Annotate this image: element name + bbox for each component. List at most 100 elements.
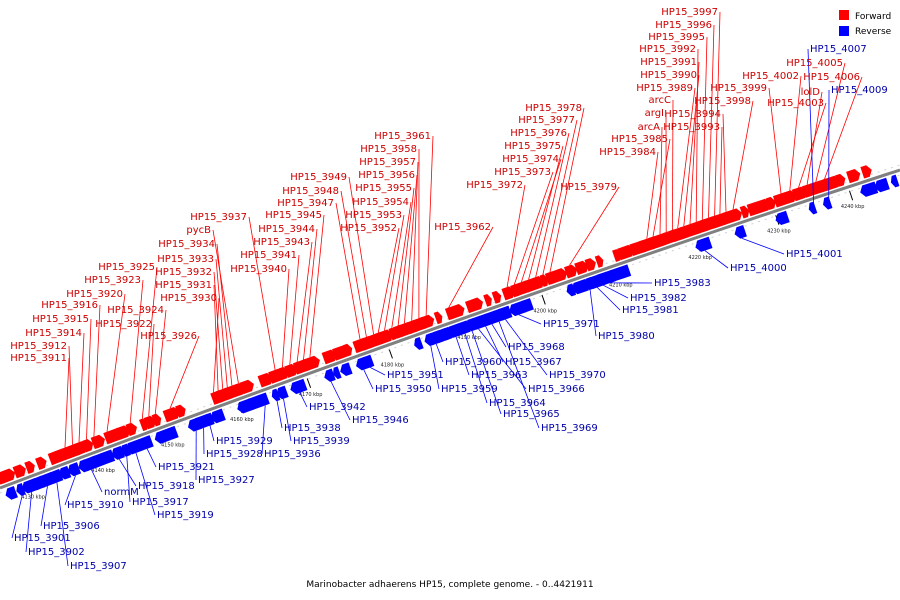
label-leader <box>652 138 671 237</box>
legend-forward: Forward <box>839 10 891 22</box>
gene-label: HP15_3970 <box>549 370 606 381</box>
gene-label: pycB <box>186 225 211 236</box>
reverse-gene <box>258 392 270 406</box>
gene-label: HP15_3976 <box>510 128 567 139</box>
gene-label: HP15_3961 <box>374 131 431 142</box>
gene-label: HP15_4002 <box>742 71 799 82</box>
scale-tick <box>388 348 393 359</box>
label-leader <box>212 229 239 384</box>
gene-label: HP15_3934 <box>158 239 215 250</box>
forward-gene <box>447 304 465 320</box>
gene-label: HP15_3951 <box>387 370 444 381</box>
scale-tick-label: 4190 kbp <box>457 335 481 341</box>
reverse-gene <box>340 362 353 377</box>
gene-label: HP15_3941 <box>240 250 297 261</box>
label-leader <box>377 227 400 333</box>
scale-tick-label: 4210 kbp <box>609 282 633 288</box>
label-leader <box>78 332 85 443</box>
gene-label: HP15_3999 <box>710 83 767 94</box>
forward-gene <box>483 294 492 307</box>
label-leader <box>549 107 585 273</box>
forward-gene <box>617 244 635 261</box>
reverse-gene <box>874 177 890 193</box>
gene-label: HP15_3955 <box>355 183 412 194</box>
forward-gene <box>162 406 180 423</box>
label-leader <box>209 425 215 442</box>
scale-tick-label: 4140 kbp <box>91 468 115 474</box>
gene-label: HP15_3954 <box>352 197 409 208</box>
label-leader <box>518 314 542 325</box>
label-leader <box>141 266 158 419</box>
gene-label: HP15_3957 <box>359 157 416 168</box>
scale-tick-label: 4130 kbp <box>21 494 45 500</box>
label-leader <box>448 226 494 308</box>
scale-tick-label: 4220 kbp <box>688 255 712 261</box>
gene-label: HP15_3924 <box>107 305 164 316</box>
gene-label: HP15_3992 <box>639 44 696 55</box>
gene-label: HP15_3981 <box>622 305 679 316</box>
gene-label: HP15_3956 <box>358 170 415 181</box>
label-leader <box>126 456 131 503</box>
gene-label: HP15_3930 <box>160 293 217 304</box>
label-leader <box>404 174 418 324</box>
gene-label: HP15_3964 <box>489 398 546 409</box>
gene-label: HP15_3975 <box>504 141 561 152</box>
reverse-gene <box>734 225 747 239</box>
gene-label: HP15_3983 <box>654 278 711 289</box>
genome-caption: Marinobacter adhaerens HP15, complete ge… <box>306 580 593 590</box>
label-leader <box>86 318 92 440</box>
label-leader <box>807 48 815 215</box>
gene-label: HP15_3925 <box>98 262 155 273</box>
label-leader <box>464 333 488 404</box>
reverse-gene <box>695 236 713 252</box>
label-leader <box>815 62 846 182</box>
gene-label: HP15_3945 <box>265 210 322 221</box>
gene-label: HP15_4005 <box>786 58 843 69</box>
label-leader <box>154 309 167 414</box>
gene-label: HP15_4001 <box>786 249 843 260</box>
label-leader <box>677 87 696 229</box>
gene-label: HP15_3972 <box>466 180 523 191</box>
label-leader <box>289 254 300 365</box>
label-leader <box>40 486 48 527</box>
label-leader <box>135 452 156 516</box>
gene-label: HP15_3969 <box>541 423 598 434</box>
reverse-gene <box>519 298 534 313</box>
label-leader <box>478 328 527 390</box>
label-leader <box>146 448 157 468</box>
gene-label: HP15_3977 <box>518 115 575 126</box>
gene-label: HP15_3979 <box>560 182 617 193</box>
label-leader <box>683 74 700 227</box>
label-leader <box>506 184 526 288</box>
scale-tick-label: 4230 kbp <box>767 229 791 235</box>
gene-label: HP15_3914 <box>25 328 82 339</box>
gene-label: HP15_3944 <box>258 224 315 235</box>
gene-label: HP15_3923 <box>84 275 141 286</box>
label-leader <box>455 336 470 376</box>
label-leader <box>528 145 564 280</box>
reverse-gene <box>363 354 375 368</box>
label-leader <box>68 345 73 445</box>
scale-tick-label: 4170 kbp <box>299 392 323 398</box>
scale-tick-label: 4180 kbp <box>381 362 405 368</box>
gene-label: arcA <box>638 122 661 133</box>
label-leader <box>471 330 502 415</box>
scale-tick <box>306 378 312 388</box>
label-leader <box>596 287 621 311</box>
forward-gene <box>433 311 443 325</box>
tick-layer: 4130 kbp 4140 kbp 4150 kbp 4160 kbp 4170 kbp… <box>21 190 864 500</box>
reverse-gene <box>775 210 790 225</box>
gene-label: HP15_3927 <box>198 475 255 486</box>
label-leader <box>276 400 283 429</box>
gene-label: HP15_3962 <box>434 222 491 233</box>
gene-label: HP15_3971 <box>543 319 600 330</box>
label-leader <box>169 335 200 409</box>
gene-label: HP15_3932 <box>155 267 212 278</box>
forward-gene <box>491 290 502 304</box>
label-leader-layer <box>11 11 863 567</box>
forward-gene <box>823 175 841 191</box>
gene-label: HP15_3902 <box>28 547 85 558</box>
gene-label: HP15_3916 <box>41 300 98 311</box>
